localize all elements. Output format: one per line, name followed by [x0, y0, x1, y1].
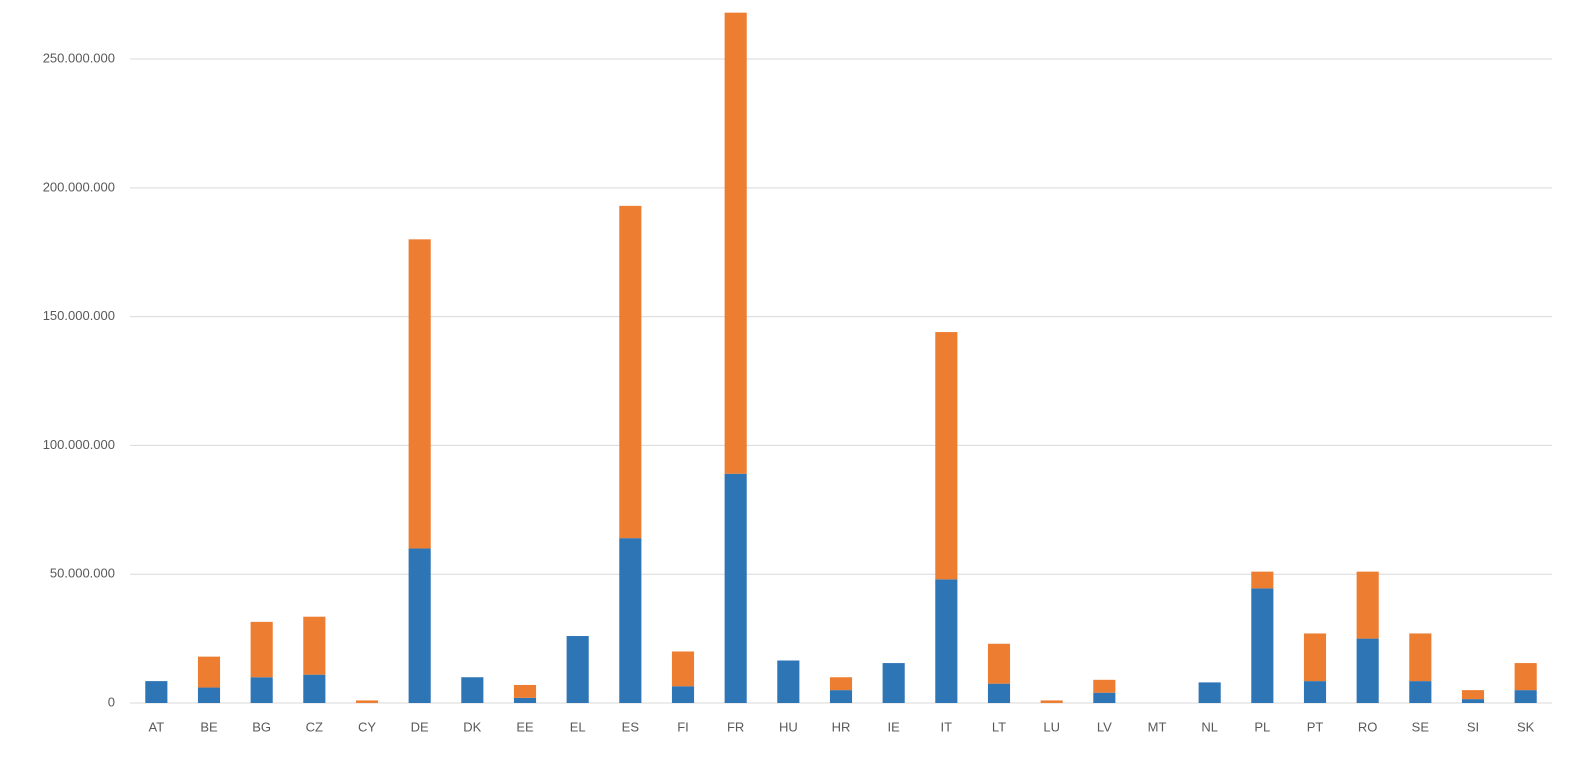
x-tick-label: FI [677, 719, 689, 734]
x-tick-label: ES [622, 719, 640, 734]
x-tick-label: EE [516, 719, 534, 734]
x-tick-label: CZ [306, 719, 323, 734]
x-tick-label: NL [1201, 719, 1218, 734]
bar-segment [724, 473, 747, 703]
bar-segment [935, 332, 958, 580]
bar-segment [513, 684, 537, 698]
bar-segment [1356, 638, 1379, 703]
x-tick-label: BE [200, 719, 218, 734]
x-tick-label: SK [1517, 719, 1535, 734]
x-tick-label: FR [727, 719, 744, 734]
bar-segment [829, 677, 853, 691]
x-tick-label: RO [1358, 719, 1378, 734]
bar-segment [513, 697, 537, 703]
bar-segment [1251, 571, 1274, 589]
x-tick-label: IE [888, 719, 901, 734]
bar-segment [145, 681, 168, 703]
x-tick-label: DE [411, 719, 429, 734]
x-tick-label: DK [463, 719, 481, 734]
x-tick-label: SI [1467, 719, 1479, 734]
x-tick-label: SE [1412, 719, 1430, 734]
bar-segment [303, 674, 326, 703]
x-tick-label: AT [149, 719, 165, 734]
bar-segment [1514, 690, 1537, 703]
bar-segment [1093, 692, 1116, 703]
bar-segment [408, 239, 431, 549]
y-tick-label: 0 [108, 694, 115, 709]
bar-segment [671, 651, 695, 687]
x-tick-label: BG [252, 719, 271, 734]
x-tick-label: IT [941, 719, 953, 734]
bar-segment [724, 12, 747, 474]
bar-segment [303, 616, 326, 675]
x-tick-label: MT [1148, 719, 1167, 734]
y-tick-label: 150.000.000 [43, 308, 115, 323]
bar-segment [829, 690, 853, 703]
bar-segment [250, 621, 273, 678]
bar-segment [566, 636, 589, 703]
bar-segment [882, 663, 905, 703]
bar-segment [987, 643, 1011, 684]
x-tick-label: EL [570, 719, 586, 734]
bar-segment [777, 660, 800, 703]
x-tick-label: HU [779, 719, 798, 734]
bar-segment [461, 677, 484, 703]
bar-segment [1198, 682, 1221, 703]
x-tick-label: LU [1043, 719, 1060, 734]
bar-segment [197, 687, 221, 703]
bar-segment [935, 579, 958, 703]
bar-segment [250, 677, 273, 703]
bar-segment [1303, 681, 1327, 703]
bar-segment [1251, 588, 1274, 703]
bar-segment [1409, 633, 1432, 682]
y-tick-label: 250.000.000 [43, 50, 115, 65]
bar-segment [987, 683, 1011, 703]
y-tick-label: 50.000.000 [50, 566, 115, 581]
x-tick-label: PT [1307, 719, 1324, 734]
bar-segment [671, 686, 695, 703]
bar-segment [1356, 571, 1379, 639]
bar-segment [1461, 699, 1485, 703]
x-tick-label: LT [992, 719, 1006, 734]
x-tick-label: LV [1097, 719, 1112, 734]
bar-segment [355, 700, 379, 703]
bar-segment [1514, 663, 1537, 691]
bar-segment [1409, 681, 1432, 703]
bar-segment [619, 538, 642, 703]
bar-segment [1461, 690, 1485, 700]
y-tick-label: 100.000.000 [43, 437, 115, 452]
bar-segment [1093, 679, 1116, 693]
x-tick-label: PL [1254, 719, 1270, 734]
bar-segment [1040, 700, 1063, 703]
bar-segment [197, 656, 221, 688]
bar-segment [1303, 633, 1327, 682]
x-tick-label: CY [358, 719, 376, 734]
y-tick-label: 200.000.000 [43, 179, 115, 194]
x-tick-label: HR [832, 719, 851, 734]
bar-segment [408, 548, 431, 703]
bar-segment [619, 205, 642, 539]
